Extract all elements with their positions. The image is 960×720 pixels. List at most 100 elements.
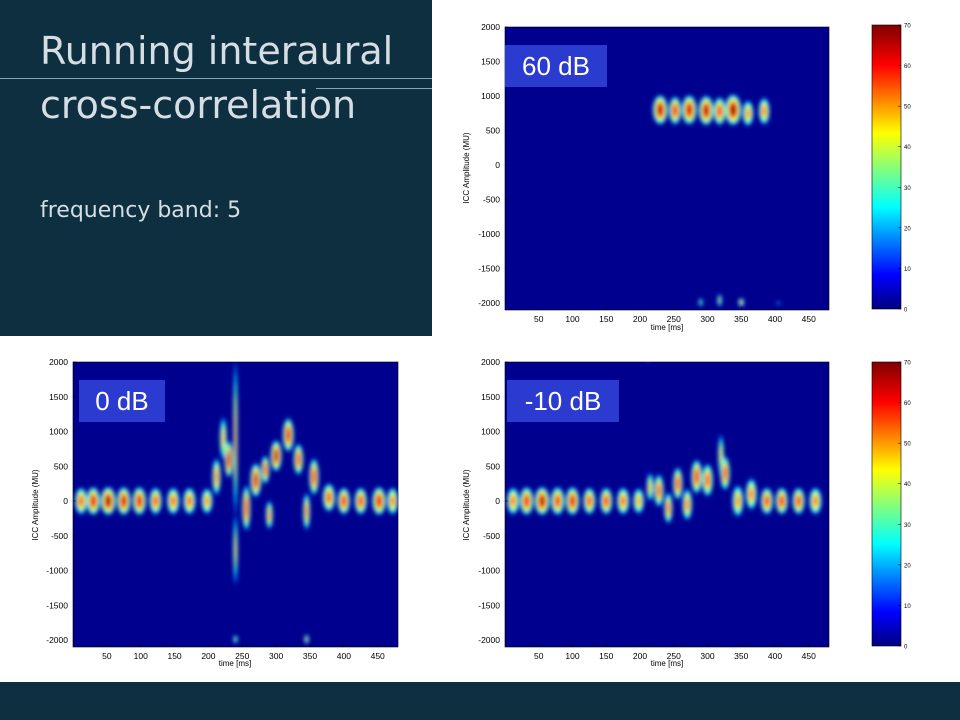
x-tick-label: 450 [371, 651, 385, 661]
x-tick-label: 350 [303, 651, 317, 661]
heat-blob [647, 356, 649, 361]
heat-blob [699, 301, 702, 304]
x-tick-label: 300 [269, 651, 283, 661]
heat-blob [327, 493, 331, 502]
x-tick-label: 200 [201, 651, 215, 661]
heat-blob [723, 468, 727, 479]
heat-blob [796, 497, 801, 505]
heat-blob [254, 475, 258, 486]
heat-blob [377, 496, 382, 506]
heat-blob [647, 356, 650, 362]
colorbar-tick-label: 50 [904, 442, 911, 448]
heat-blob [647, 357, 649, 360]
title-line-1: Running interaural [40, 29, 394, 73]
heat-blob [511, 497, 515, 505]
heat-blob [570, 496, 575, 506]
heat-blob [673, 106, 677, 115]
footer-bar [0, 682, 960, 720]
heat-blob [703, 106, 709, 115]
x-tick-labels-60db: 50 100 150 200 250 300 350 400 450 [534, 307, 816, 324]
heat-blob [720, 449, 722, 463]
x-tick-label: 300 [700, 314, 714, 324]
y-tick-label: -500 [51, 531, 68, 541]
heat-blob [137, 496, 142, 506]
colorbar-tick-label: 0 [904, 308, 908, 314]
heat-blob [685, 499, 689, 510]
heat-blob [658, 105, 663, 115]
heat-blob [813, 497, 818, 505]
x-tick-label: 150 [599, 314, 613, 324]
heat-blob [637, 497, 641, 505]
x-tick-label: 450 [802, 314, 816, 324]
x-tick-label: 150 [167, 651, 181, 661]
heat-blob [187, 497, 192, 505]
x-tick-label: 300 [700, 651, 714, 661]
heat-blob [762, 107, 766, 116]
x-tick-label: 400 [337, 651, 351, 661]
y-axis-label-minus10db: ICC Amplitude (MU) [462, 469, 471, 540]
x-tick-label: 400 [768, 651, 782, 661]
colorbar-tick-label: 70 [904, 361, 911, 367]
y-tick-label: 1000 [49, 427, 68, 437]
heat-blob [746, 109, 750, 118]
subtitle: frequency band: 5 [40, 198, 242, 223]
y-tick-label: 1000 [481, 91, 500, 101]
heat-blob [695, 471, 699, 482]
heat-blob [647, 357, 649, 359]
x-tick-label: 150 [599, 651, 613, 661]
x-tick-label: 100 [565, 651, 579, 661]
x-axis-label-0db: time [ms] [219, 659, 251, 668]
y-axis-label-0db: ICC Amplitude (MU) [31, 469, 40, 540]
y-tick-label: -1000 [478, 566, 500, 576]
title-divider-short [316, 88, 432, 89]
level-badge-60db [505, 45, 607, 87]
colorbar-tick-label: 60 [904, 64, 911, 70]
heat-blob [524, 496, 529, 506]
heat-blob [604, 497, 609, 505]
colorbar-tick-label: 60 [904, 401, 911, 407]
level-badge-0db [79, 380, 165, 422]
y-tick-label: 500 [486, 461, 500, 471]
colorbar-tick-label: 50 [904, 105, 911, 111]
colorbar-bottom: 70 60 50 40 30 20 10 0 [871, 361, 911, 651]
y-tick-label: 1500 [481, 392, 500, 402]
y-tick-label: 0 [63, 496, 68, 506]
x-tick-labels-minus10db: 50 100 150 200 250 300 350 400 450 [534, 644, 816, 661]
heat-blob [305, 637, 308, 641]
x-axis-label-minus10db: time [ms] [651, 659, 683, 668]
heat-blob [79, 497, 83, 505]
y-tick-label: 1000 [481, 427, 500, 437]
heat-blob [205, 497, 209, 505]
heat-blob [105, 496, 111, 506]
heat-blobs-60db [652, 94, 780, 307]
colorbar-tick-label: 0 [904, 645, 908, 651]
x-tick-label: 350 [734, 651, 748, 661]
heat-blob [390, 497, 395, 505]
heatmap-60db: 50 100 150 200 250 300 350 400 450 2000 1500 1000 5… [462, 22, 830, 332]
y-tick-labels-minus10db: 2000 1500 1000 500 0 -500 -1000 -1500 -2000 [478, 357, 508, 645]
y-axis-label-60db: ICC Amplitude (MU) [462, 132, 471, 203]
heat-blob [153, 497, 158, 505]
heat-blob [555, 496, 560, 506]
y-tick-label: -2000 [46, 635, 68, 645]
heat-blob [227, 453, 230, 465]
heat-blob [621, 497, 625, 505]
x-tick-label: 50 [534, 651, 544, 661]
level-label-0db: 0 dB [95, 386, 149, 416]
heat-blob [234, 415, 237, 462]
heat-blob [222, 432, 225, 445]
title-divider [0, 78, 432, 79]
y-tick-labels-0db: 2000 1500 1000 500 0 -500 -1000 -1500 -2000 [46, 357, 76, 645]
x-tick-label: 250 [667, 314, 681, 324]
y-tick-label: 2000 [49, 357, 68, 367]
heat-blob [234, 539, 237, 561]
heat-blob [676, 478, 680, 489]
heat-blob [647, 358, 649, 360]
y-tick-label: 2000 [481, 22, 500, 32]
level-label-60db: 60 dB [522, 51, 590, 81]
heat-blob [215, 471, 218, 483]
y-tick-label: 0 [495, 496, 500, 506]
heat-blob [91, 496, 96, 506]
y-tick-label: -2000 [478, 635, 500, 645]
